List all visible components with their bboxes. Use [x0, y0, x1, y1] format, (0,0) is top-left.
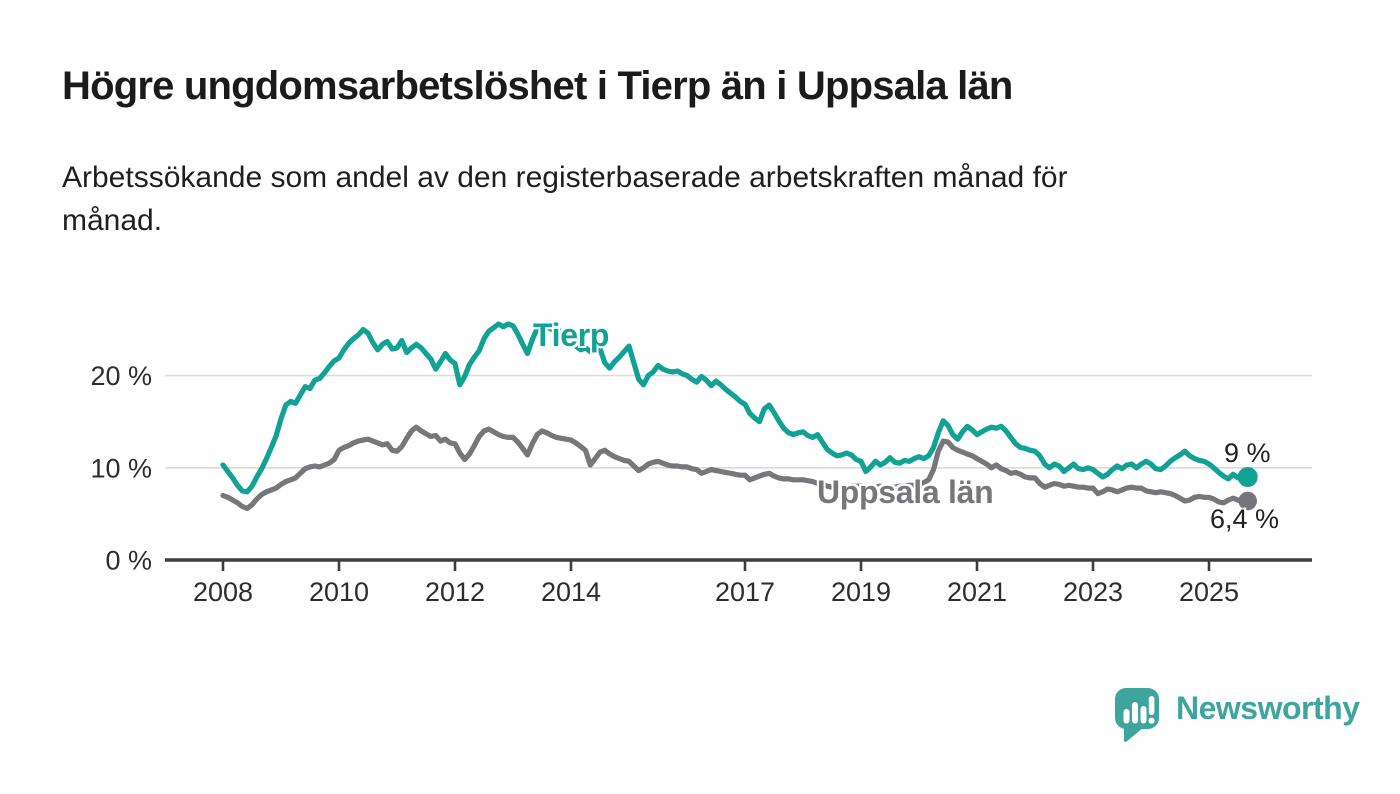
newsworthy-wordmark: Newsworthy — [1176, 690, 1360, 726]
line-uppsala-län — [220, 424, 1251, 511]
page-title: Högre ungdomsarbetslöshet i Tierp än i U… — [62, 64, 1013, 108]
subtitle-line-1: Arbetssökande som andel av den registerb… — [62, 161, 1068, 194]
x-tick-label: 2014 — [541, 577, 601, 607]
y-tick-label: 0 % — [105, 546, 152, 576]
x-tick-label: 2010 — [309, 577, 369, 607]
line-tierp — [220, 321, 1251, 495]
chart-subtitle: Arbetssökande som andel av den registerb… — [62, 156, 1068, 242]
end-value-label-tierp: 9 % — [1224, 438, 1271, 468]
x-axis — [165, 558, 1312, 571]
x-tick-label: 2012 — [425, 577, 485, 607]
axis-tick-labels: 0 % 10 % 20 % 2008 2010 2012 2014 2017 2019 2021 2… — [90, 361, 1239, 607]
y-tick-label: 20 % — [90, 361, 152, 391]
newsworthy-logo-icon — [1115, 688, 1159, 742]
x-tick-label: 2021 — [947, 577, 1007, 607]
series-label-tierp: Tierp — [533, 317, 610, 353]
subtitle-line-2: månad. — [62, 204, 163, 237]
y-tick-label: 10 % — [90, 453, 152, 483]
series-label-uppsala: Uppsala län — [817, 474, 994, 510]
x-tick-label: 2023 — [1063, 577, 1123, 607]
series-lines — [220, 321, 1258, 511]
newsworthy-brand[interactable]: Newsworthy — [1112, 684, 1360, 746]
end-dot-uppsala-län — [1238, 491, 1257, 511]
x-tick-label: 2017 — [715, 577, 775, 607]
end-value-label-uppsala: 6,4 % — [1210, 504, 1280, 534]
x-tick-label: 2019 — [831, 577, 891, 607]
x-tick-label: 2008 — [193, 577, 253, 607]
end-dot-tierp — [1237, 467, 1258, 487]
x-tick-label: 2025 — [1179, 577, 1239, 607]
